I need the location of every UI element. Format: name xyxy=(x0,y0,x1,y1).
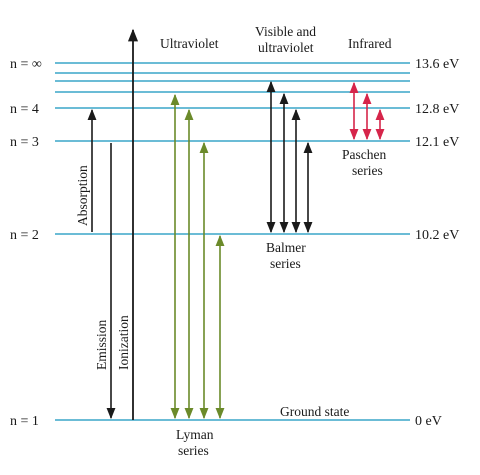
balmer-label-line1: Balmer xyxy=(266,240,306,255)
paschen-label-line2: series xyxy=(352,163,383,178)
lyman-label-line1: Lyman xyxy=(176,427,214,442)
region-label-visible-line2: ultraviolet xyxy=(258,40,314,55)
emission-label: Emission xyxy=(94,319,109,370)
absorption-label: Absorption xyxy=(75,165,90,226)
level-label-n2: n = 2 xyxy=(10,228,39,243)
energy-label-n3: 12.1 eV xyxy=(415,135,459,150)
energy-label-n1: 0 eV xyxy=(415,414,442,429)
ionization-label: Ionization xyxy=(116,315,131,370)
energy-label-infinity: 13.6 eV xyxy=(415,57,459,72)
energy-label-n4: 12.8 eV xyxy=(415,102,459,117)
level-label-n3: n = 3 xyxy=(10,135,39,150)
ground-state-label: Ground state xyxy=(280,404,349,419)
region-label-ultraviolet: Ultraviolet xyxy=(160,36,219,51)
level-label-n1: n = 1 xyxy=(10,414,39,429)
paschen-label-line1: Paschen xyxy=(342,147,386,162)
region-label-infrared: Infrared xyxy=(348,36,392,51)
energy-label-n2: 10.2 eV xyxy=(415,228,459,243)
level-label-infinity: n = ∞ xyxy=(10,57,42,72)
level-label-n4: n = 4 xyxy=(10,102,39,117)
lyman-label-line2: series xyxy=(178,443,209,458)
region-label-visible-line1: Visible and xyxy=(255,24,316,39)
balmer-label-line2: series xyxy=(270,256,301,271)
